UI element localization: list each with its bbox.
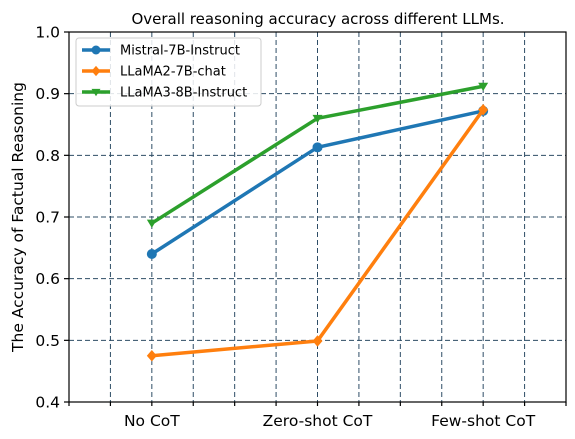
data-point (478, 82, 489, 92)
legend-label: LLaMA3-8B-Instruct (120, 86, 247, 101)
y-tick-label: 0.7 (35, 209, 60, 227)
data-point (146, 219, 157, 228)
series-2 (146, 103, 489, 362)
x-tick-label: No CoT (124, 412, 180, 430)
legend-box (75, 37, 262, 107)
data-point (146, 249, 157, 259)
series-1 (146, 105, 489, 259)
x-tick-label: Few-shot CoT (431, 412, 536, 430)
y-tick-label: 0.6 (35, 270, 60, 288)
legend: Mistral-7B-Instruct LLaMA2-7B-chat LLaMA3-… (75, 37, 262, 107)
data-point (312, 335, 323, 347)
series-3 (146, 82, 489, 228)
ticks: 0.4 0.5 0.6 0.7 0.8 0.9 1.0 No CoT Zero-shot CoT… (35, 24, 567, 430)
data-point (478, 103, 489, 116)
data-point (312, 142, 323, 153)
data-point (312, 114, 323, 124)
legend-swatch-marker (91, 45, 101, 55)
data-point (146, 350, 157, 362)
legend-label: Mistral-7B-Instruct (120, 44, 240, 59)
y-tick-label: 0.4 (35, 394, 60, 412)
legend-swatch-marker (91, 65, 101, 77)
y-tick-label: 0.9 (35, 85, 60, 103)
y-axis-label: The Accuracy of Factual Reasoning (9, 82, 27, 353)
legend-label: LLaMA2-7B-chat (120, 65, 226, 80)
x-tick-label: Zero-shot CoT (263, 412, 373, 430)
y-tick-label: 1.0 (35, 24, 60, 42)
series-layer (146, 82, 489, 362)
y-tick-label: 0.5 (35, 332, 60, 350)
y-tick-label: 0.8 (35, 147, 60, 165)
legend-swatch-marker (91, 88, 101, 97)
chart-title: Overall reasoning accuracy across differ… (131, 10, 504, 28)
